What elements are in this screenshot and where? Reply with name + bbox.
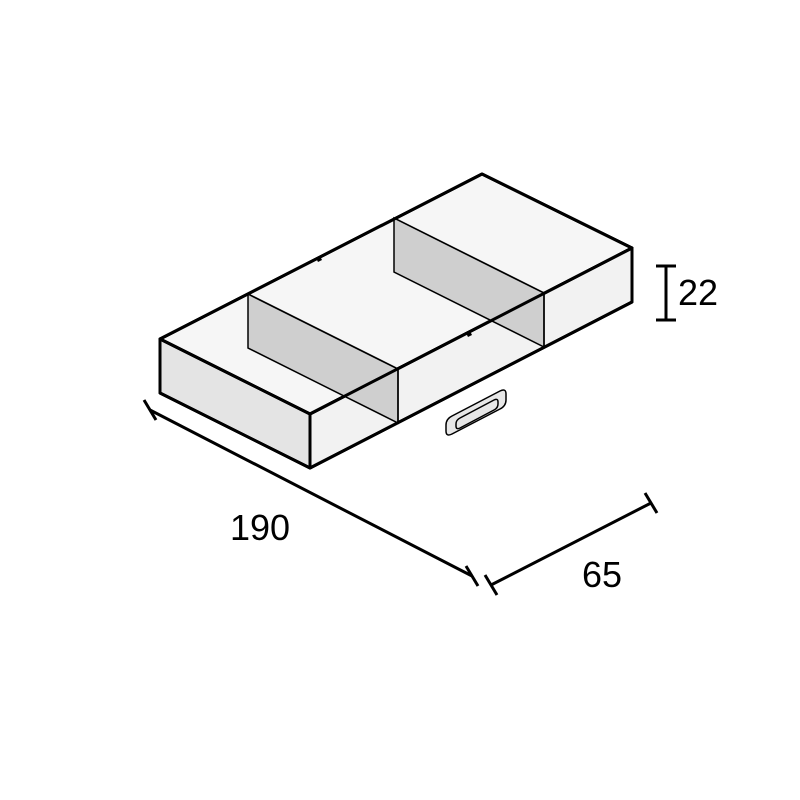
height-label: 22	[678, 272, 718, 313]
device-body	[160, 174, 632, 468]
length-label: 190	[230, 507, 290, 548]
width-label: 65	[582, 554, 622, 595]
dimension-drawing: 190 65 22	[0, 0, 800, 800]
